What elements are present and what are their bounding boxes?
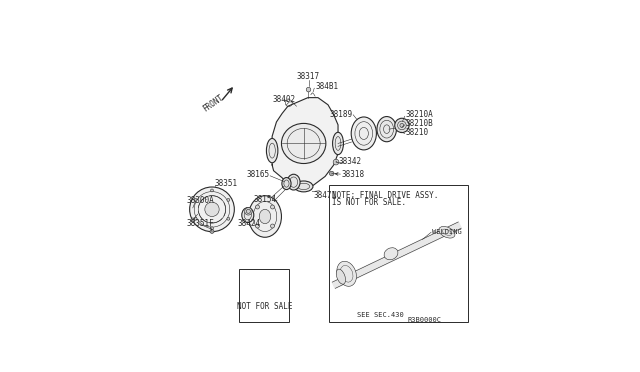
Circle shape (227, 198, 230, 201)
Text: WELDING: WELDING (432, 229, 461, 235)
Text: 38402: 38402 (272, 94, 295, 103)
Circle shape (333, 159, 339, 165)
Ellipse shape (439, 227, 455, 238)
Text: 38471: 38471 (314, 190, 337, 199)
Text: IS NOT FOR SALE.: IS NOT FOR SALE. (332, 198, 406, 207)
Ellipse shape (242, 208, 254, 222)
Text: 38317: 38317 (296, 72, 319, 81)
Ellipse shape (282, 177, 291, 190)
Circle shape (227, 217, 230, 220)
Polygon shape (272, 97, 338, 191)
Ellipse shape (294, 181, 313, 192)
Polygon shape (332, 222, 461, 288)
Circle shape (400, 124, 404, 128)
Text: 38210B: 38210B (405, 119, 433, 128)
Circle shape (271, 224, 275, 228)
Text: NOTE; FINAL DRIVE ASSY.: NOTE; FINAL DRIVE ASSY. (332, 191, 438, 200)
Text: 38154: 38154 (253, 195, 276, 204)
Text: 38424: 38424 (238, 219, 261, 228)
Text: 38165: 38165 (246, 170, 269, 179)
Ellipse shape (248, 196, 282, 237)
Circle shape (194, 217, 197, 220)
Bar (330, 185, 468, 323)
Ellipse shape (259, 209, 271, 224)
Circle shape (255, 205, 259, 209)
Ellipse shape (336, 269, 346, 284)
Circle shape (210, 230, 214, 233)
Ellipse shape (351, 117, 376, 150)
Text: 38189: 38189 (329, 110, 353, 119)
Circle shape (189, 187, 234, 232)
Circle shape (255, 224, 259, 228)
Text: NOT FOR SALE: NOT FOR SALE (237, 302, 292, 311)
Text: R3B0000C: R3B0000C (407, 317, 441, 323)
Circle shape (244, 208, 252, 215)
Circle shape (330, 171, 334, 176)
Circle shape (205, 202, 219, 217)
Circle shape (194, 198, 197, 201)
Text: 38210A: 38210A (405, 110, 433, 119)
Text: 38300A: 38300A (186, 196, 214, 205)
Circle shape (271, 205, 275, 209)
Circle shape (306, 87, 311, 92)
Text: 38351: 38351 (215, 179, 238, 188)
Circle shape (395, 118, 409, 132)
Circle shape (191, 218, 195, 222)
Text: 38318: 38318 (342, 170, 365, 179)
Ellipse shape (333, 132, 344, 155)
Ellipse shape (337, 261, 356, 286)
Circle shape (211, 227, 213, 230)
Circle shape (211, 189, 213, 192)
Ellipse shape (384, 248, 398, 260)
Text: FRONT: FRONT (202, 93, 225, 114)
Ellipse shape (282, 124, 326, 164)
Text: 38342: 38342 (338, 157, 361, 166)
Text: 38210: 38210 (405, 128, 428, 137)
Text: 384B1: 384B1 (315, 82, 338, 91)
Ellipse shape (377, 116, 396, 142)
Ellipse shape (266, 138, 278, 163)
Text: 38351F: 38351F (186, 219, 214, 228)
Text: SEE SEC.430: SEE SEC.430 (356, 312, 403, 318)
Bar (239, 269, 289, 323)
Ellipse shape (287, 174, 300, 190)
